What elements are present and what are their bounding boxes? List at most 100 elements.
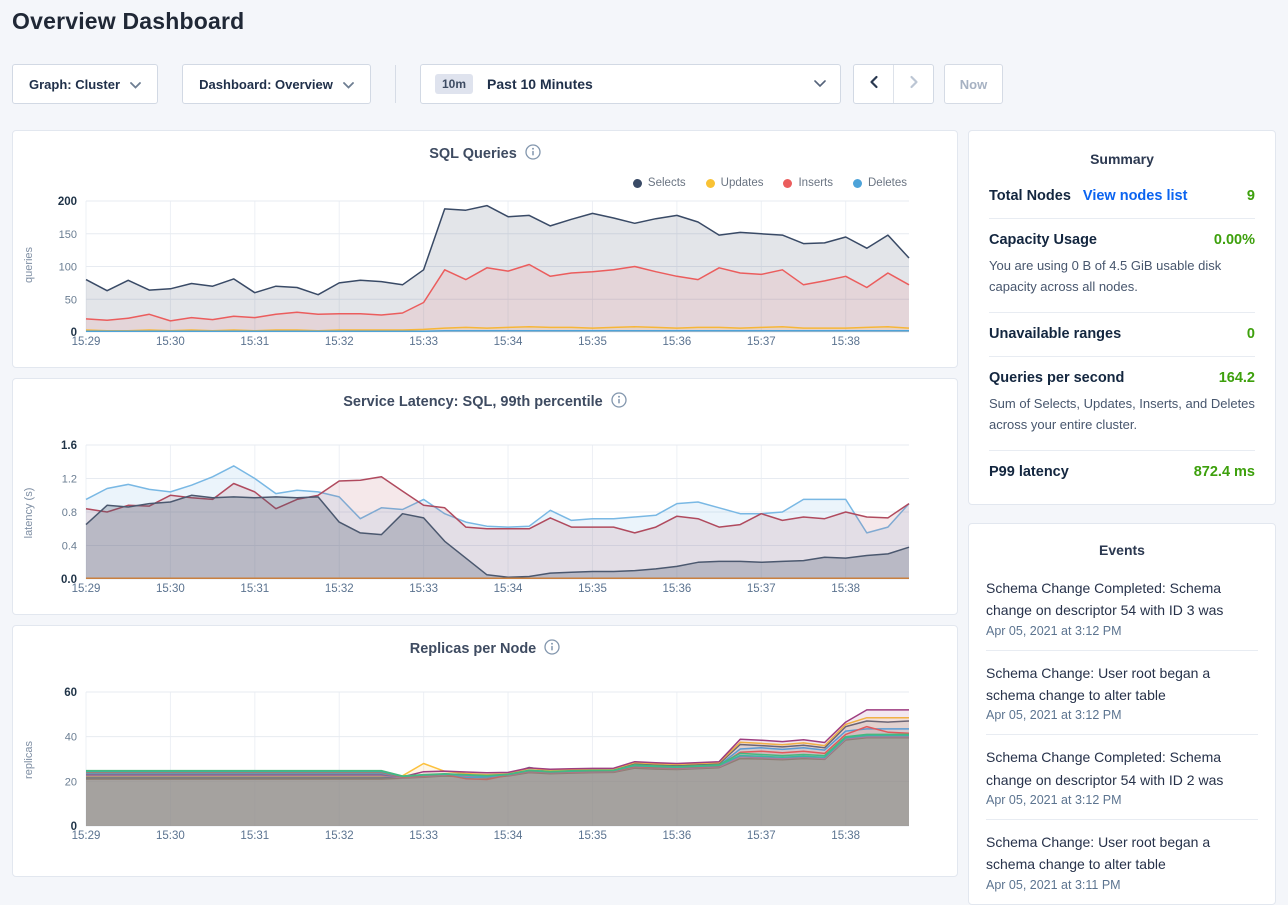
dashboard-dropdown[interactable]: Dashboard: Overview [182, 64, 371, 104]
svg-text:15:31: 15:31 [240, 583, 269, 595]
now-button[interactable]: Now [944, 64, 1003, 104]
summary-unavailable-ranges: Unavailable ranges 0 [989, 313, 1255, 357]
legend-item-deletes[interactable]: Deletes [853, 177, 907, 189]
time-nav-group [853, 64, 934, 104]
svg-text:0.0: 0.0 [61, 574, 77, 586]
unavailable-ranges-value: 0 [1246, 325, 1255, 342]
events-panel: Events Schema Change Completed: Schema c… [968, 522, 1276, 905]
svg-text:15:30: 15:30 [156, 830, 185, 842]
svg-text:15:37: 15:37 [747, 830, 776, 842]
time-range-badge: 10m [435, 74, 474, 94]
sql-queries-plot[interactable]: 15:29 15:30 15:31 15:32 15:33 15:34 15:35 15:36… [31, 191, 921, 358]
svg-text:20: 20 [65, 776, 77, 788]
svg-text:15:32: 15:32 [325, 830, 354, 842]
svg-text:15:32: 15:32 [325, 583, 354, 595]
svg-text:15:37: 15:37 [747, 336, 776, 348]
svg-text:50: 50 [65, 294, 77, 306]
svg-text:15:31: 15:31 [240, 336, 269, 348]
svg-text:15:34: 15:34 [494, 336, 523, 348]
info-icon[interactable] [544, 639, 560, 659]
sql-queries-chart-title: SQL Queries [429, 146, 517, 162]
sql-queries-chart-card: SQL Queries Selects Updates Inserts Dele… [12, 130, 958, 368]
svg-text:15:36: 15:36 [662, 830, 691, 842]
sql-queries-legend: Selects Updates Inserts Deletes [632, 177, 907, 189]
info-icon[interactable] [611, 392, 627, 412]
chart-title-row: Service Latency: SQL, 99th percentile [13, 392, 957, 412]
svg-text:15:33: 15:33 [409, 336, 438, 348]
svg-text:1.6: 1.6 [61, 440, 77, 452]
svg-text:15:35: 15:35 [578, 583, 607, 595]
graph-dropdown-label: Graph: Cluster [28, 76, 120, 92]
info-icon[interactable] [525, 144, 541, 164]
time-range-label: Past 10 Minutes [487, 76, 593, 92]
inserts-dot-icon [783, 178, 793, 188]
legend-label: Inserts [798, 177, 833, 189]
service-latency-plot[interactable]: 15:29 15:30 15:31 15:32 15:33 15:34 15:35 15:36… [31, 439, 921, 606]
replicas-chart-title: Replicas per Node [409, 641, 537, 657]
legend-item-selects[interactable]: Selects [632, 177, 686, 189]
service-latency-chart-card: Service Latency: SQL, 99th percentile la… [12, 378, 958, 615]
chevron-down-icon [130, 77, 141, 92]
summary-capacity: Capacity Usage 0.00% You are using 0 B o… [989, 219, 1255, 313]
sidebar-column: Summary Total Nodes View nodes list 9 Ca… [968, 130, 1276, 905]
service-latency-chart-title: Service Latency: SQL, 99th percentile [343, 394, 603, 410]
event-list-item[interactable]: Schema Change Completed: Schema change o… [986, 566, 1258, 651]
qps-value: 164.2 [1218, 369, 1255, 386]
view-nodes-list-link[interactable]: View nodes list [1082, 188, 1188, 204]
chevron-down-icon [814, 75, 826, 93]
graph-dropdown[interactable]: Graph: Cluster [12, 64, 158, 104]
summary-total-nodes: Total Nodes View nodes list 9 [989, 175, 1255, 219]
event-list-item[interactable]: Schema Change: User root began a schema … [986, 651, 1258, 736]
svg-text:1.2: 1.2 [62, 474, 77, 486]
event-message: Schema Change: User root began a schema … [986, 664, 1211, 703]
svg-text:15:30: 15:30 [156, 583, 185, 595]
deletes-dot-icon [853, 178, 862, 188]
replicas-per-node-chart-card: Replicas per Node replicas 15:29 15:30 15:… [12, 625, 958, 877]
toolbar-divider [395, 65, 396, 103]
time-forward-button[interactable] [893, 65, 933, 103]
replicas-plot[interactable]: 15:29 15:30 15:31 15:32 15:33 15:34 15:35 15:36… [31, 686, 921, 853]
updates-dot-icon [705, 178, 715, 188]
event-message: Schema Change: User root began a schema … [986, 834, 1211, 873]
event-message: Schema Change Completed: Schema change o… [986, 579, 1224, 619]
svg-text:15:38: 15:38 [831, 336, 860, 348]
total-nodes-label: Total Nodes [989, 188, 1071, 204]
p99-latency-label: P99 latency [989, 463, 1069, 480]
svg-text:15:33: 15:33 [409, 830, 438, 842]
time-range-selector[interactable]: 10m Past 10 Minutes [420, 64, 841, 104]
charts-column: SQL Queries Selects Updates Inserts Dele… [12, 130, 958, 877]
chart-title-row: SQL Queries [13, 144, 957, 164]
p99-latency-value: 872.4 ms [1193, 463, 1255, 480]
svg-text:0: 0 [71, 821, 77, 833]
legend-item-inserts[interactable]: Inserts [783, 177, 833, 189]
qps-label: Queries per second [989, 369, 1125, 386]
svg-text:200: 200 [58, 196, 77, 208]
page-title: Overview Dashboard [12, 8, 245, 34]
svg-text:15:33: 15:33 [409, 583, 438, 595]
toolbar: Graph: Cluster Dashboard: Overview 10m P… [12, 64, 1003, 104]
selects-dot-icon [632, 178, 642, 188]
total-nodes-value: 9 [1246, 188, 1255, 204]
event-timestamp: Apr 05, 2021 at 3:12 PM [986, 708, 1122, 723]
svg-text:0: 0 [71, 327, 77, 339]
capacity-usage-description: You are using 0 B of 4.5 GiB usable disk… [989, 258, 1222, 295]
svg-text:40: 40 [65, 732, 77, 744]
summary-title: Summary [1090, 151, 1154, 167]
legend-label: Selects [647, 177, 686, 189]
svg-text:15:32: 15:32 [325, 336, 354, 348]
svg-text:15:37: 15:37 [747, 583, 776, 595]
svg-text:15:34: 15:34 [494, 583, 523, 595]
svg-text:15:29: 15:29 [72, 830, 101, 842]
time-back-button[interactable] [854, 65, 893, 103]
svg-text:15:31: 15:31 [240, 830, 269, 842]
svg-text:15:34: 15:34 [494, 830, 523, 842]
chevron-down-icon [342, 77, 354, 92]
legend-item-updates[interactable]: Updates [705, 177, 764, 189]
event-list-item[interactable]: Schema Change: User root began a schema … [986, 820, 1258, 904]
summary-panel: Summary Total Nodes View nodes list 9 Ca… [968, 130, 1276, 505]
svg-text:15:35: 15:35 [578, 830, 607, 842]
svg-text:15:29: 15:29 [72, 583, 101, 595]
legend-label: Updates [720, 177, 764, 189]
capacity-usage-label: Capacity Usage [989, 232, 1097, 248]
event-list-item[interactable]: Schema Change Completed: Schema change o… [986, 735, 1258, 821]
